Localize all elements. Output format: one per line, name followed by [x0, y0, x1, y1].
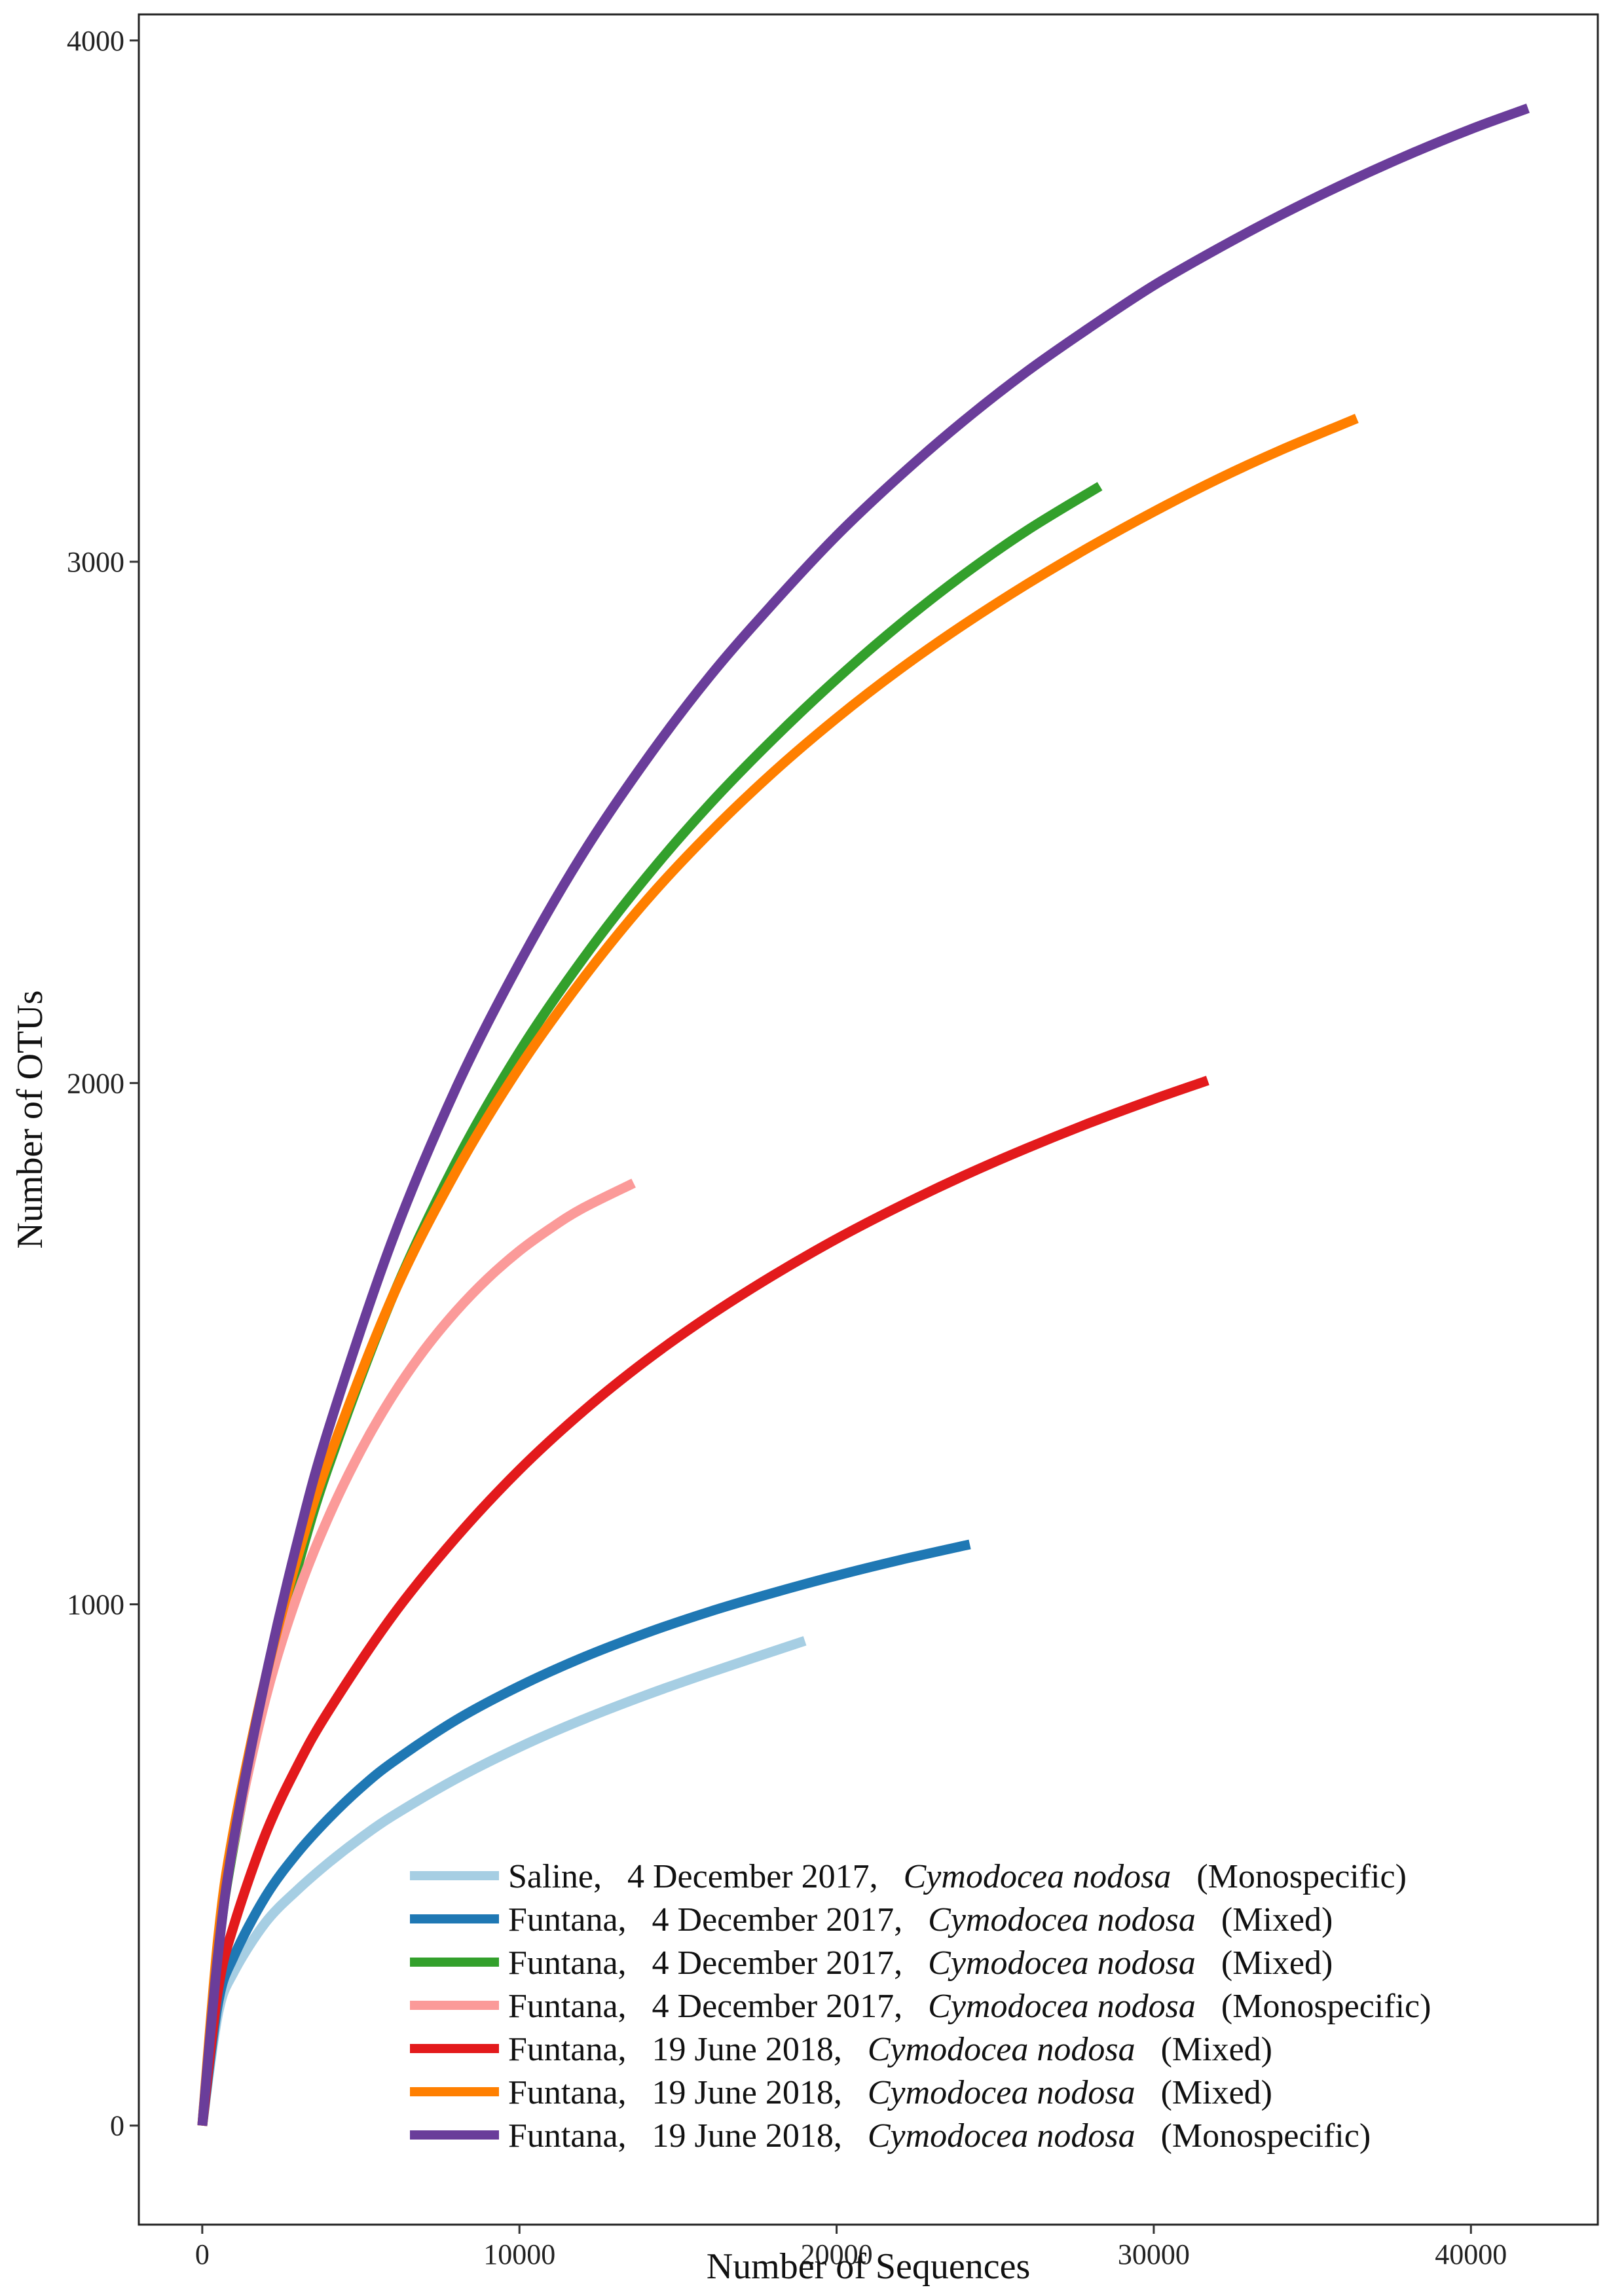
legend-species: Cymodocea nodosa: [868, 2031, 1135, 2068]
legend-meadow: (Mixed): [1221, 1944, 1333, 1982]
series-line-2: [197, 1539, 971, 2126]
legend-label-6: Funtana, 19 June 2018, Cymodocea nodosa …: [508, 2074, 1272, 2111]
legend-date: 19 June 2018,: [652, 2031, 842, 2068]
legend-spacer: [842, 2117, 868, 2155]
legend-species: Cymodocea nodosa: [928, 1944, 1196, 1982]
legend-meadow: (Mixed): [1161, 2031, 1272, 2068]
y-tick-label: 0: [110, 2110, 124, 2142]
legend-spacer: [1196, 1944, 1221, 1982]
legend-meadow: (Mixed): [1161, 2074, 1272, 2111]
legend-spacer: [627, 1988, 652, 2025]
y-axis: 0 1000 2000 3000 4000: [67, 25, 139, 2142]
legend-date: 4 December 2017,: [652, 1901, 903, 1939]
x-tick-label: 30000: [1118, 2238, 1190, 2270]
legend-species: Cymodocea nodosa: [868, 2074, 1135, 2111]
legend-spacer: [627, 2074, 652, 2111]
legend-date: 4 December 2017,: [652, 1988, 903, 2025]
legend-spacer: [902, 1988, 928, 2025]
y-tick-label: 2000: [67, 1067, 124, 1099]
legend-spacer: [627, 2031, 652, 2068]
legend-site: Funtana,: [508, 1944, 627, 1982]
legend-site: Funtana,: [508, 2117, 627, 2155]
plot-frame: [138, 13, 1599, 2226]
legend-spacer: [1196, 1988, 1221, 2025]
legend-spacer: [902, 1901, 928, 1939]
legend-species: Cymodocea nodosa: [904, 1858, 1172, 1895]
series-line-1: [197, 1636, 807, 2126]
legend-spacer: [842, 2031, 868, 2068]
legend-label-3: Funtana, 4 December 2017, Cymodocea nodo…: [508, 1944, 1333, 1982]
legend-spacer: [1135, 2074, 1161, 2111]
legend-site: Funtana,: [508, 1901, 627, 1939]
x-axis-title: Number of Sequences: [707, 2246, 1031, 2287]
legend-site: Funtana,: [508, 2031, 627, 2068]
legend-entry-7: Funtana, 19 June 2018, Cymodocea nodosa …: [410, 2117, 1371, 2155]
legend-date: 4 December 2017,: [627, 1858, 878, 1895]
y-tick-label: 1000: [67, 1588, 124, 1620]
x-tick-label: 10000: [483, 2238, 555, 2270]
legend-spacer: [1135, 2117, 1161, 2155]
legend-site: Saline,: [508, 1858, 602, 1895]
legend-meadow: (Monospecific): [1196, 1858, 1407, 1895]
legend: Saline, 4 December 2017, Cymodocea nodos…: [410, 1858, 1431, 2155]
legend-spacer: [1171, 1858, 1196, 1895]
y-tick-label: 3000: [67, 546, 124, 578]
legend-meadow: (Monospecific): [1221, 1988, 1431, 2025]
legend-spacer: [627, 1944, 652, 1982]
legend-entry-3: Funtana, 4 December 2017, Cymodocea nodo…: [410, 1944, 1333, 1982]
x-tick-label: 0: [195, 2238, 210, 2270]
legend-species: Cymodocea nodosa: [868, 2117, 1135, 2155]
legend-entry-1: Saline, 4 December 2017, Cymodocea nodos…: [410, 1858, 1407, 1895]
legend-spacer: [1196, 1901, 1221, 1939]
legend-spacer: [627, 1901, 652, 1939]
legend-label-7: Funtana, 19 June 2018, Cymodocea nodosa …: [508, 2117, 1371, 2155]
legend-species: Cymodocea nodosa: [928, 1901, 1196, 1939]
legend-date: 19 June 2018,: [652, 2117, 842, 2155]
legend-spacer: [842, 2074, 868, 2111]
series-line-5: [197, 1076, 1209, 2126]
legend-site: Funtana,: [508, 2074, 627, 2111]
legend-date: 19 June 2018,: [652, 2074, 842, 2111]
legend-spacer: [902, 1944, 928, 1982]
series-lines: [197, 103, 1530, 2126]
legend-meadow: (Monospecific): [1161, 2117, 1371, 2155]
legend-entry-5: Funtana, 19 June 2018, Cymodocea nodosa …: [410, 2031, 1272, 2068]
legend-entry-2: Funtana, 4 December 2017, Cymodocea nodo…: [410, 1901, 1333, 1939]
legend-spacer: [602, 1858, 627, 1895]
x-tick-label: 20000: [801, 2238, 873, 2270]
legend-species: Cymodocea nodosa: [928, 1988, 1196, 2025]
legend-entry-6: Funtana, 19 June 2018, Cymodocea nodosa …: [410, 2074, 1272, 2111]
x-axis: 0 10000 20000 30000 40000: [195, 2225, 1507, 2270]
series-line-7: [197, 103, 1530, 2126]
y-axis-title: Number of OTUs: [10, 990, 50, 1248]
legend-label-1: Saline, 4 December 2017, Cymodocea nodos…: [508, 1858, 1407, 1895]
legend-label-2: Funtana, 4 December 2017, Cymodocea nodo…: [508, 1901, 1333, 1939]
legend-site: Funtana,: [508, 1988, 627, 2025]
legend-meadow: (Mixed): [1221, 1901, 1333, 1939]
legend-entry-4: Funtana, 4 December 2017, Cymodocea nodo…: [410, 1988, 1431, 2025]
legend-label-4: Funtana, 4 December 2017, Cymodocea nodo…: [508, 1988, 1431, 2025]
legend-label-5: Funtana, 19 June 2018, Cymodocea nodosa …: [508, 2031, 1272, 2068]
y-tick-label: 4000: [67, 25, 124, 57]
legend-spacer: [878, 1858, 904, 1895]
legend-spacer: [1135, 2031, 1161, 2068]
x-tick-label: 40000: [1435, 2238, 1507, 2270]
legend-spacer: [627, 2117, 652, 2155]
legend-date: 4 December 2017,: [652, 1944, 903, 1982]
